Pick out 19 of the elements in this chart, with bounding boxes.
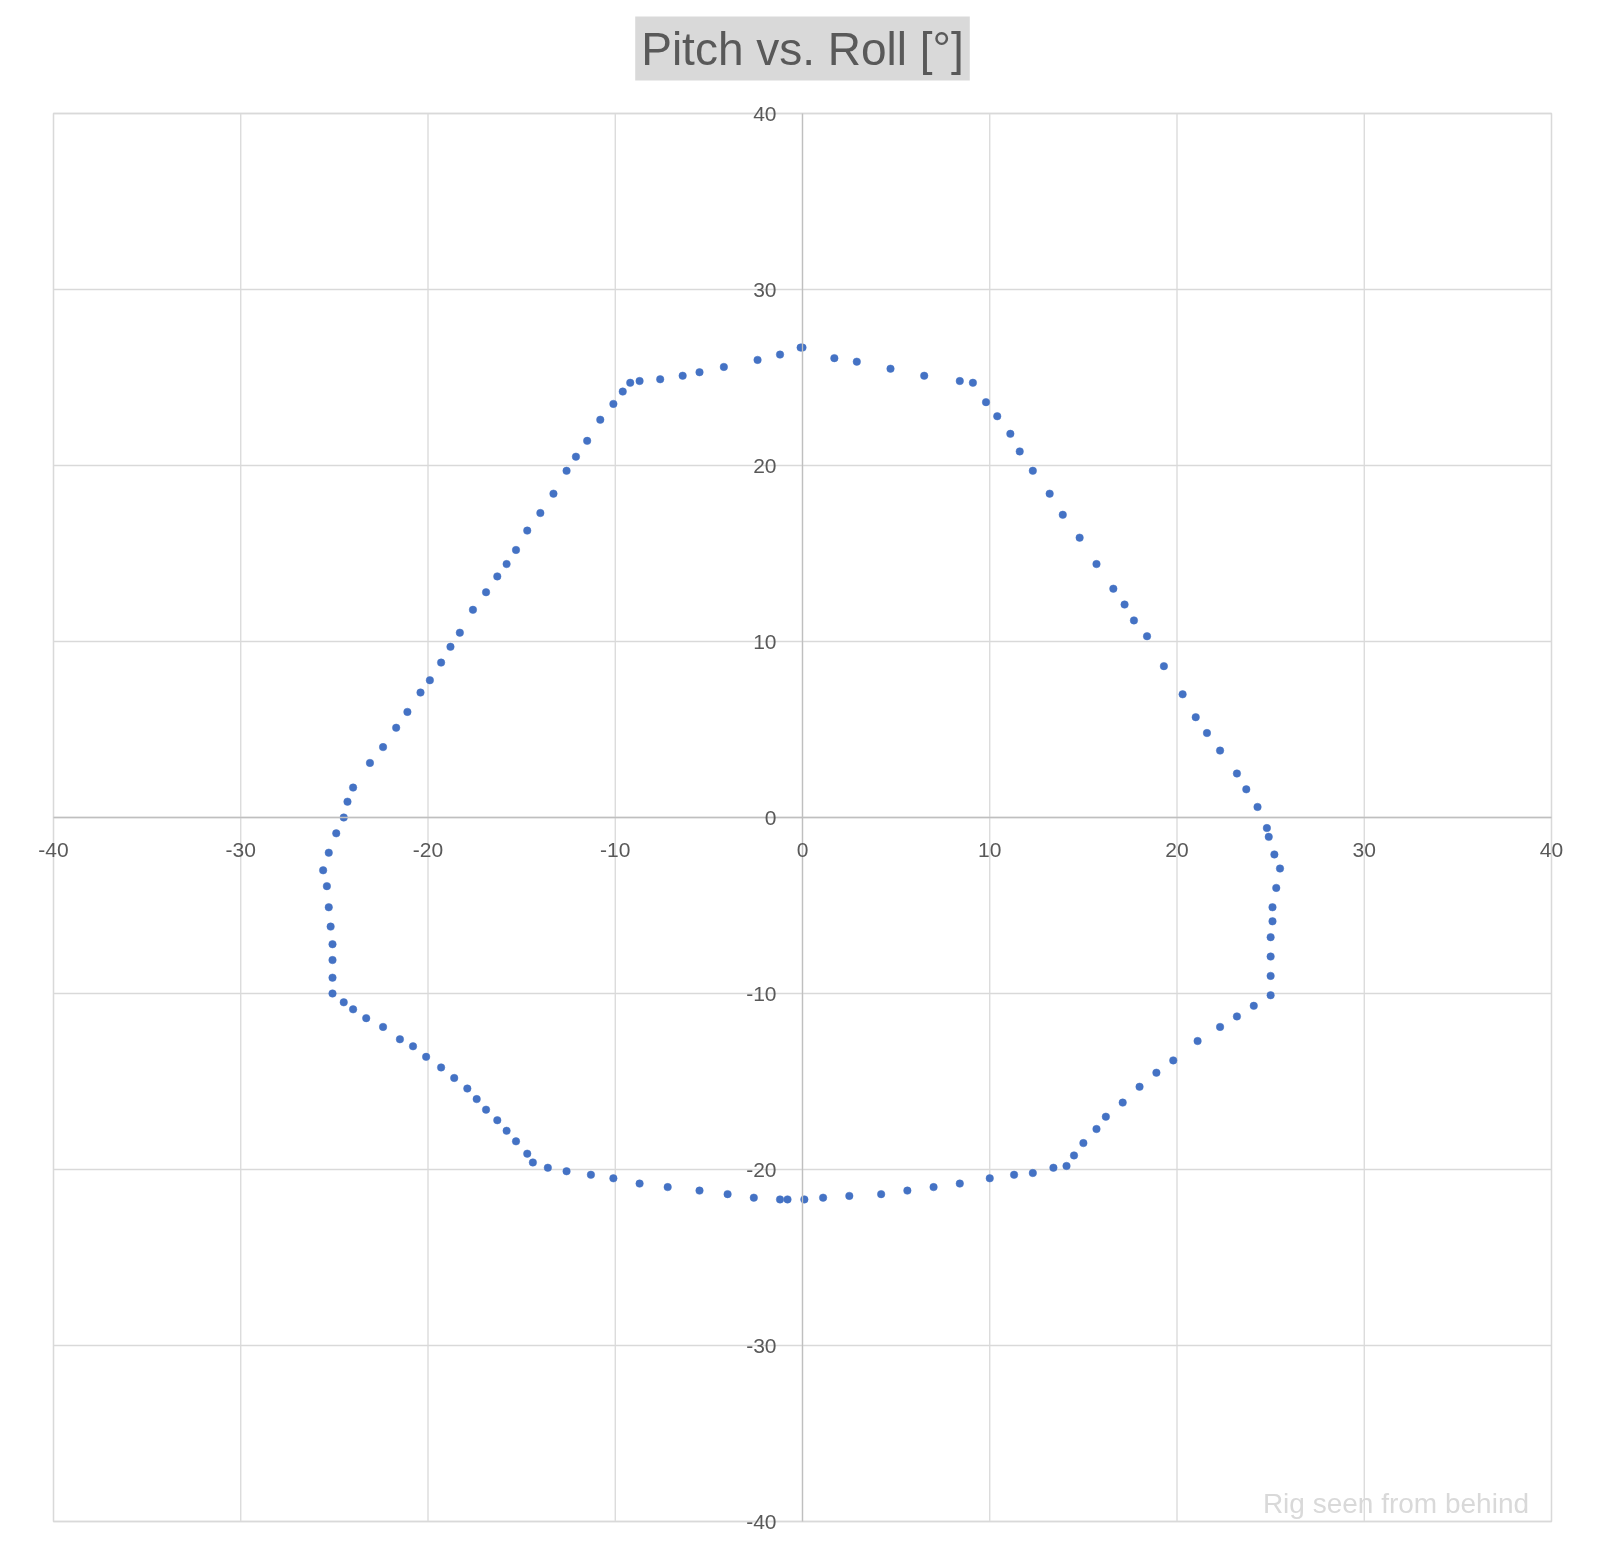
y-tick-label: 0 (764, 805, 777, 829)
x-tick-label: 40 (1539, 837, 1564, 861)
y-tick-label: 10 (753, 629, 777, 653)
y-tick-label: -40 (746, 1509, 777, 1533)
y-tick-label: -30 (746, 1333, 777, 1357)
y-tick-label: -10 (746, 981, 777, 1005)
x-tick-label: 20 (1165, 837, 1189, 861)
x-tick-label: -40 (38, 837, 69, 861)
x-tick-label: -30 (225, 837, 256, 861)
y-tick-label: -20 (746, 1157, 777, 1181)
chart-title: Pitch vs. Roll [°] (641, 22, 964, 75)
y-tick-label: 40 (753, 101, 777, 125)
y-tick-label: 20 (753, 453, 777, 477)
x-tick-label: -10 (600, 837, 631, 861)
x-tick-label: -20 (412, 837, 444, 861)
x-tick-label: 0 (796, 837, 809, 861)
y-tick-label: 30 (753, 277, 777, 301)
x-tick-label: 30 (1352, 837, 1376, 861)
x-tick-label: 10 (978, 837, 1002, 861)
